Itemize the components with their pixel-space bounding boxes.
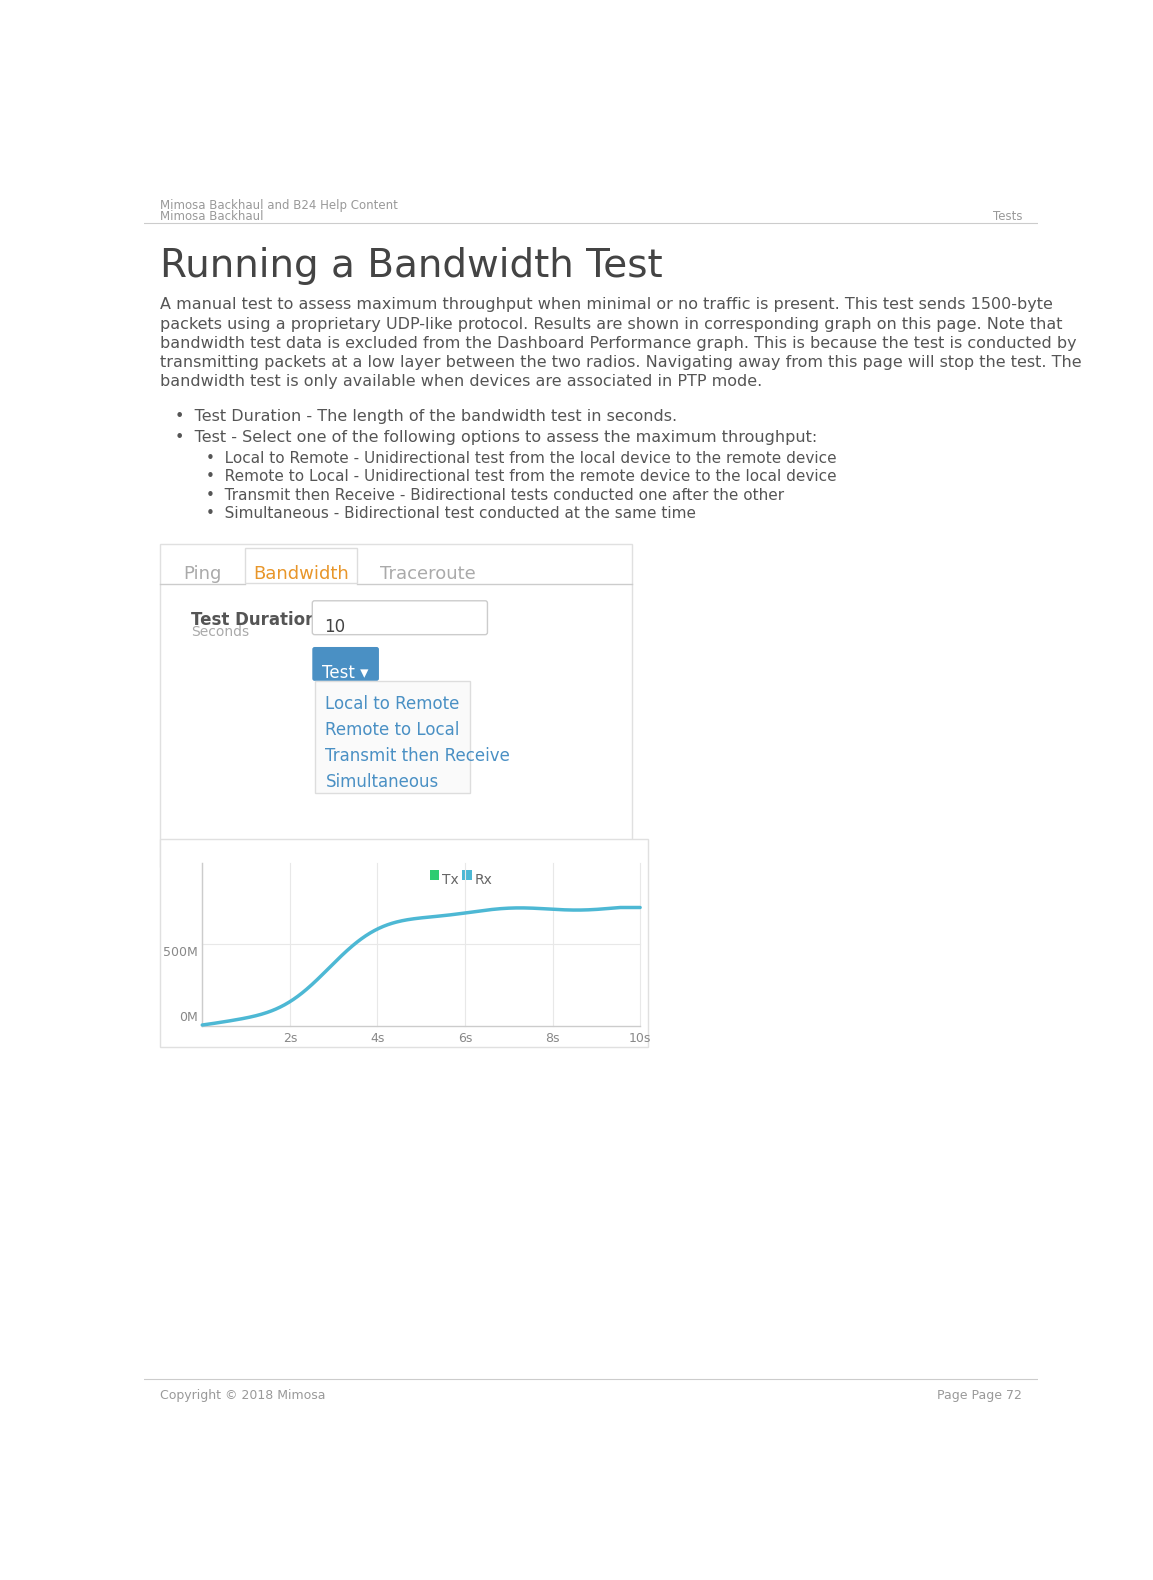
Text: Copyright © 2018 Mimosa: Copyright © 2018 Mimosa bbox=[159, 1389, 325, 1403]
Bar bbox=[159, 544, 632, 867]
Bar bbox=[430, 871, 439, 880]
Text: 10s: 10s bbox=[628, 1032, 651, 1044]
Text: Bandwidth: Bandwidth bbox=[254, 566, 349, 583]
Text: •  Local to Remote - Unidirectional test from the local device to the remote dev: • Local to Remote - Unidirectional test … bbox=[206, 450, 837, 466]
Text: •  Transmit then Receive - Bidirectional tests conducted one after the other: • Transmit then Receive - Bidirectional … bbox=[206, 488, 784, 502]
Text: •  Remote to Local - Unidirectional test from the remote device to the local dev: • Remote to Local - Unidirectional test … bbox=[206, 469, 837, 483]
Text: 2s: 2s bbox=[282, 1032, 297, 1044]
FancyBboxPatch shape bbox=[312, 600, 488, 635]
FancyBboxPatch shape bbox=[312, 646, 379, 681]
Text: •  Simultaneous - Bidirectional test conducted at the same time: • Simultaneous - Bidirectional test cond… bbox=[206, 506, 696, 521]
Bar bbox=[315, 681, 469, 793]
Bar bbox=[462, 871, 472, 880]
Text: Test ▾: Test ▾ bbox=[323, 664, 369, 683]
Bar bbox=[159, 839, 648, 1048]
Text: A manual test to assess maximum throughput when minimal or no traffic is present: A manual test to assess maximum throughp… bbox=[159, 297, 1053, 313]
Text: Tests: Tests bbox=[993, 210, 1023, 223]
Text: 500M: 500M bbox=[163, 946, 197, 959]
Text: Transmit then Receive: Transmit then Receive bbox=[325, 747, 511, 765]
Text: Traceroute: Traceroute bbox=[380, 566, 476, 583]
Text: •  Test Duration - The length of the bandwidth test in seconds.: • Test Duration - The length of the band… bbox=[175, 409, 677, 423]
Text: packets using a proprietary UDP-like protocol. Results are shown in correspondin: packets using a proprietary UDP-like pro… bbox=[159, 316, 1062, 332]
Text: Ping: Ping bbox=[183, 566, 221, 583]
Text: •  Test - Select one of the following options to assess the maximum throughput:: • Test - Select one of the following opt… bbox=[175, 430, 817, 446]
Text: Page Page 72: Page Page 72 bbox=[937, 1389, 1023, 1403]
Text: Tx: Tx bbox=[443, 872, 459, 886]
Text: Local to Remote: Local to Remote bbox=[325, 695, 460, 713]
Text: bandwidth test is only available when devices are associated in PTP mode.: bandwidth test is only available when de… bbox=[159, 374, 762, 389]
Text: Mimosa Backhaul: Mimosa Backhaul bbox=[159, 210, 263, 223]
Text: 8s: 8s bbox=[545, 1032, 560, 1044]
Text: Remote to Local: Remote to Local bbox=[325, 720, 460, 739]
Text: Seconds: Seconds bbox=[190, 626, 249, 640]
Text: Running a Bandwidth Test: Running a Bandwidth Test bbox=[159, 248, 662, 286]
Text: 6s: 6s bbox=[458, 1032, 473, 1044]
Bar bbox=[244, 548, 357, 583]
Text: transmitting packets at a low layer between the two radios. Navigating away from: transmitting packets at a low layer betw… bbox=[159, 356, 1082, 370]
Text: 10: 10 bbox=[324, 618, 345, 637]
Text: bandwidth test data is excluded from the Dashboard Performance graph. This is be: bandwidth test data is excluded from the… bbox=[159, 337, 1076, 351]
Text: 0M: 0M bbox=[179, 1011, 197, 1024]
Text: Simultaneous: Simultaneous bbox=[325, 773, 439, 792]
Text: Test Duration: Test Duration bbox=[190, 611, 317, 629]
Text: 4s: 4s bbox=[370, 1032, 385, 1044]
Text: Rx: Rx bbox=[475, 872, 492, 886]
Text: Mimosa Backhaul and B24 Help Content: Mimosa Backhaul and B24 Help Content bbox=[159, 199, 398, 212]
